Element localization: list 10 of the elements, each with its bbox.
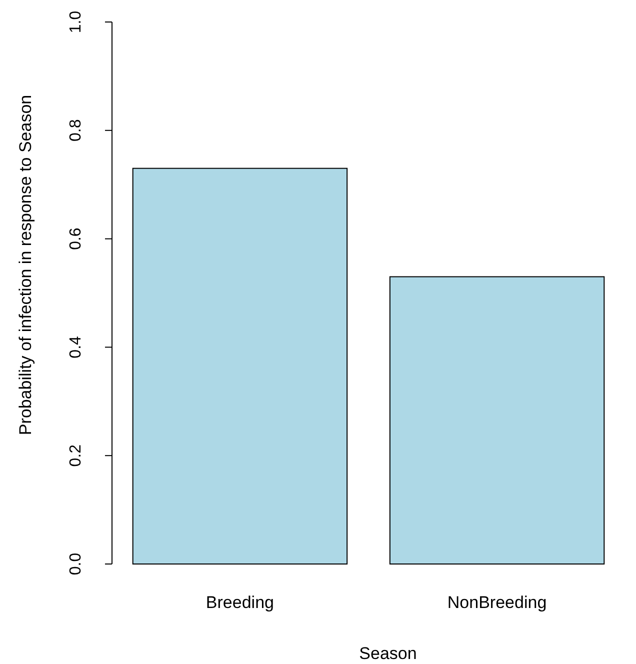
y-tick-label: 0.0 — [68, 552, 85, 576]
y-tick-label: 0.8 — [68, 119, 85, 142]
y-axis-title: Probability of infection in response to Season — [16, 94, 35, 436]
x-tick-label: Breeding — [206, 593, 274, 612]
y-tick-label: 0.2 — [68, 444, 85, 467]
x-tick-label: NonBreeding — [447, 593, 547, 612]
y-tick-label: 0.4 — [68, 336, 85, 358]
y-tick-label: 1.0 — [68, 10, 85, 34]
y-tick-label: 0.6 — [68, 228, 85, 250]
x-axis-title: Season — [359, 644, 417, 663]
